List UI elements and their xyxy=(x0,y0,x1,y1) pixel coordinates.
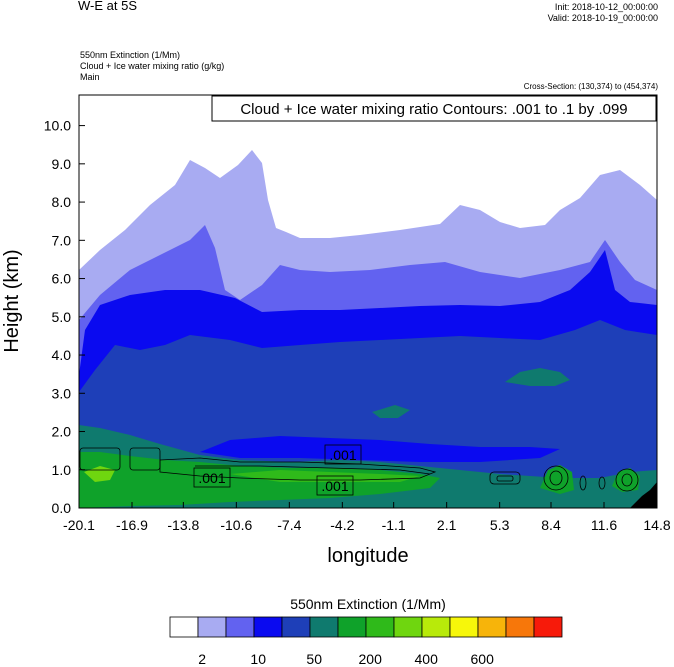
x-tick-label: -7.4 xyxy=(277,517,301,533)
subtitle-extinction: 550nm Extinction (1/Mm) xyxy=(80,50,181,60)
x-tick-label: -10.6 xyxy=(220,517,252,533)
contour-labels: .001 .001 .001 xyxy=(193,444,362,496)
x-tick-label: 5.3 xyxy=(490,517,510,533)
y-tick-label: 10.0 xyxy=(44,118,71,134)
y-tick-label: 8.0 xyxy=(52,194,72,210)
init-time: Init: 2018-10-12_00:00:00 xyxy=(554,2,658,12)
region-teal-patch-2 xyxy=(372,405,410,418)
plot-frame xyxy=(78,94,658,509)
y-tick-label: 6.0 xyxy=(52,271,72,287)
colorbar-swatch xyxy=(281,616,311,638)
colorbar-swatch xyxy=(421,616,451,638)
colorbar-tick-label: 600 xyxy=(471,651,495,667)
region-green-east-1 xyxy=(540,465,574,494)
region-green xyxy=(79,452,440,508)
colorbar-swatch xyxy=(449,616,479,638)
colorbar xyxy=(169,616,563,638)
region-blue-gap xyxy=(200,436,560,462)
colorbar-swatch xyxy=(169,616,199,638)
plot-area: .001 .001 .001 xyxy=(79,95,657,508)
subtitle-mixing-ratio: Cloud + Ice water mixing ratio (g/kg) xyxy=(80,61,225,71)
colorbar-swatch xyxy=(309,616,339,638)
contour-info-text: Cloud + Ice water mixing ratio Contours:… xyxy=(240,101,627,118)
colorbar-swatch xyxy=(393,616,423,638)
y-tick-label: 0.0 xyxy=(52,500,72,516)
colorbar-tick-label: 400 xyxy=(415,651,439,667)
colorbar-swatch xyxy=(337,616,367,638)
colorbar-swatch xyxy=(225,616,255,638)
contour-label-west: .001 xyxy=(198,470,225,486)
y-tick-label: 9.0 xyxy=(52,156,72,172)
colorbar-swatch xyxy=(197,616,227,638)
colorbar-swatch xyxy=(477,616,507,638)
cross-section-label: Cross-Section: (130,374) to (454,374) xyxy=(523,82,658,91)
chart-title: W-E at 5S xyxy=(78,0,138,13)
x-tick-label: -20.1 xyxy=(63,517,95,533)
y-tick-label: 5.0 xyxy=(52,309,72,325)
colorbar-swatch xyxy=(365,616,395,638)
colorbar-label: 550nm Extinction (1/Mm) xyxy=(290,596,446,612)
x-axis-label: longitude xyxy=(327,545,408,567)
colorbar-ticks: 2 10 50 200 400 600 xyxy=(198,651,494,667)
y-tick-label: 2.0 xyxy=(52,424,72,440)
x-tick-label: -1.1 xyxy=(382,517,406,533)
subtitle-domain: Main xyxy=(80,72,100,82)
valid-time: Valid: 2018-10-19_00:00:00 xyxy=(547,13,658,23)
colorbar-tick-label: 10 xyxy=(250,651,266,667)
contour-label-upper: .001 xyxy=(329,447,356,463)
colorbar-swatch xyxy=(533,616,563,638)
x-tick-label: -16.9 xyxy=(116,517,148,533)
contour-info-box xyxy=(211,95,657,122)
x-tick-label: -13.8 xyxy=(167,517,199,533)
colorbar-tick-label: 2 xyxy=(198,651,206,667)
x-tick-label: 2.1 xyxy=(437,517,457,533)
region-green-east-2 xyxy=(612,468,640,492)
x-axis: -20.1 -16.9 -13.8 -10.6 -7.4 -4.2 -1.1 2.1 5.3 8.… xyxy=(63,502,671,533)
colorbar-tick-label: 200 xyxy=(359,651,383,667)
region-teal-patch-1 xyxy=(505,368,570,386)
y-axis: 0.0 1.0 2.0 3.0 4.0 5.0 6.0 7.0 8.0 9.0 10.0 xyxy=(44,118,85,516)
contour-label-lower: .001 xyxy=(321,478,348,494)
y-axis-label: Height (km) xyxy=(1,249,23,352)
colorbar-tick-label: 50 xyxy=(306,651,322,667)
colorbar-swatch xyxy=(505,616,535,638)
y-tick-label: 7.0 xyxy=(52,232,72,248)
y-tick-label: 3.0 xyxy=(52,385,72,401)
x-tick-label: 14.8 xyxy=(643,517,670,533)
y-tick-label: 4.0 xyxy=(52,347,72,363)
y-tick-label: 1.0 xyxy=(52,462,72,478)
x-tick-label: -4.2 xyxy=(330,517,354,533)
cloud-contours xyxy=(79,447,639,492)
x-tick-label: 11.6 xyxy=(591,517,617,533)
colorbar-swatch xyxy=(253,616,283,638)
region-black xyxy=(630,482,657,508)
x-tick-label: 8.4 xyxy=(541,517,561,533)
